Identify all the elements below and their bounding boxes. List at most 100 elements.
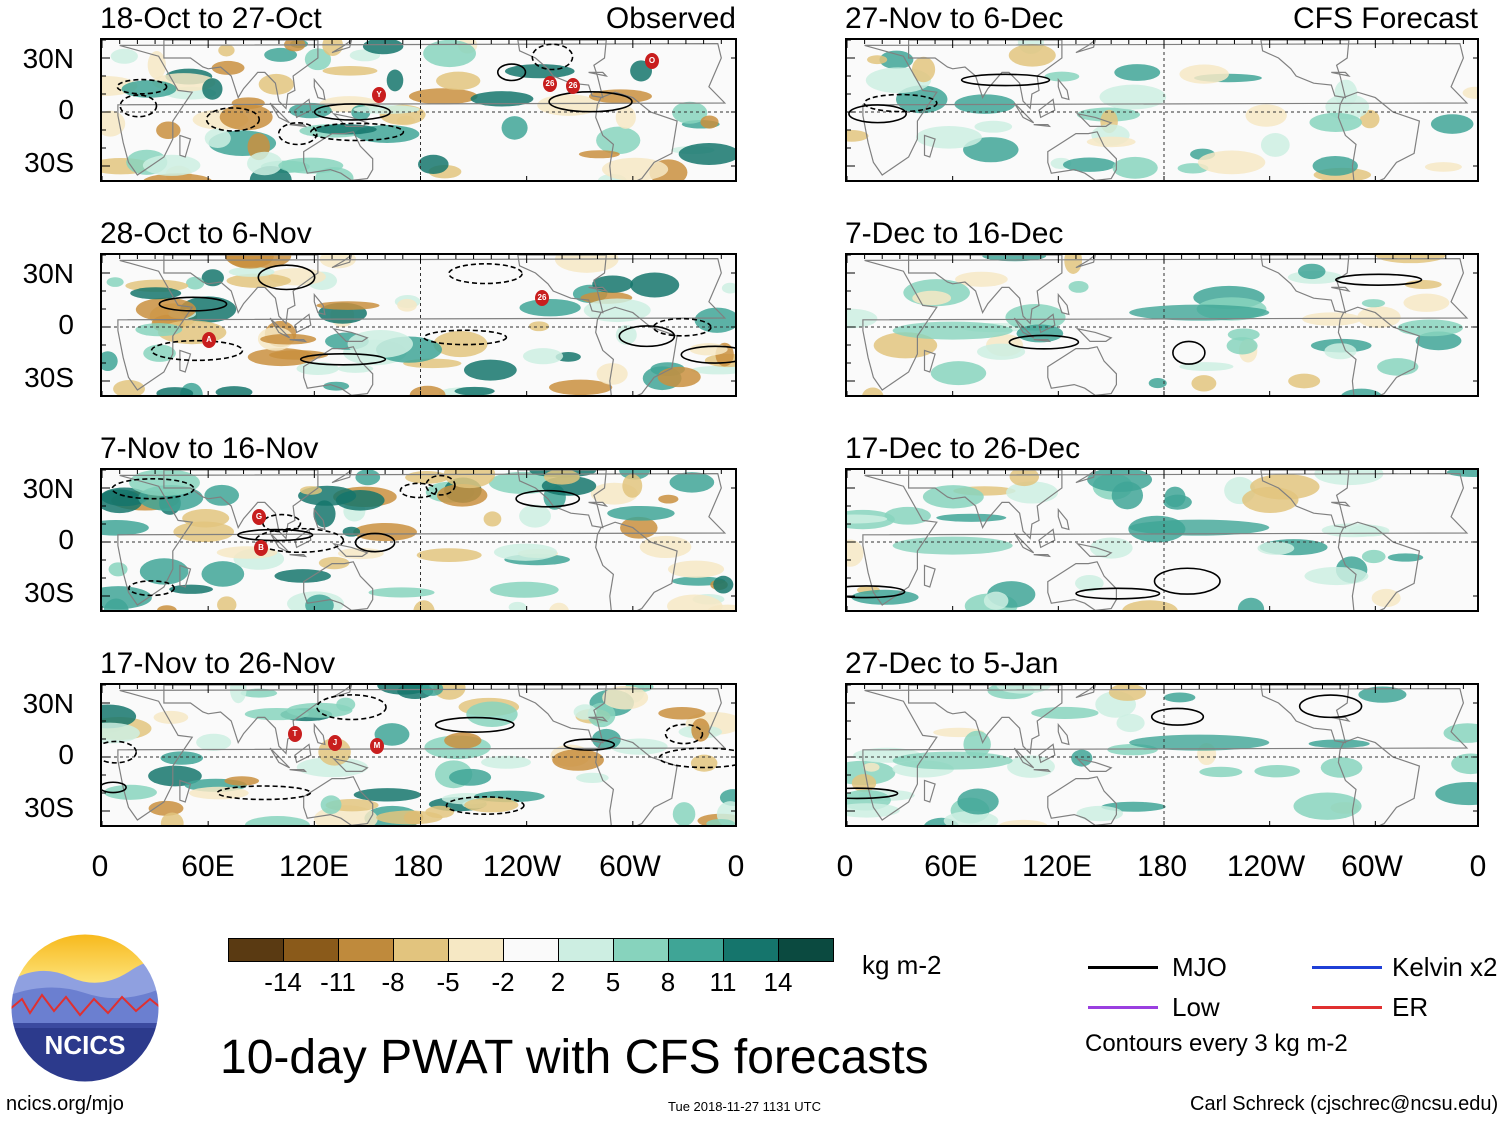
storm-marker: M [370,738,384,754]
coastline [289,338,308,343]
anomaly-patch [1424,162,1462,172]
coastline [1331,71,1351,77]
anomaly-patch [284,40,306,52]
coastline [179,349,192,373]
storm-marker: T [288,726,302,742]
anomaly-patch [103,784,157,800]
anomaly-patch [470,91,534,107]
coastline [313,507,326,531]
anomaly-patch [454,386,495,395]
coastline [117,472,727,606]
coastline [294,313,312,334]
anomaly-patch [135,297,197,322]
anomaly-patch [1086,136,1136,148]
panel-title-obs-2: 28-Oct to 6-Nov [100,217,312,250]
anomaly-patch [1242,486,1299,513]
anomaly-patch [466,701,518,727]
colorbar-tick-label: -8 [381,967,405,997]
anomaly-patch [549,602,569,610]
mjo-contour [531,43,574,71]
coastline [595,521,678,610]
coastline [1075,255,1096,269]
coastline [163,685,319,755]
storm-marker: A [202,332,216,348]
coastline [923,564,936,588]
map-panel-fc-2 [845,253,1479,397]
mjo-contour [205,107,261,132]
anomaly-patch [274,569,331,583]
logo-text: NCICS [45,1030,126,1060]
anomaly-patch [1360,109,1380,129]
coastline [907,685,1063,755]
lat-label-30n: 30N [22,688,74,719]
anomaly-patch [139,558,189,585]
anomaly-patch [228,266,275,277]
legend-line-er [1312,1006,1382,1009]
legend-label-low: Low [1172,992,1220,1022]
anomaly-patch [602,157,669,180]
coastline [907,255,1063,325]
contour-note: Contours every 3 kg m-2 [1085,1030,1348,1057]
anomaly-patch [963,730,991,758]
anomaly-patch [374,723,410,746]
figure-title: 10-day PWAT with CFS forecasts [220,1031,929,1084]
coastline [517,685,607,744]
anomaly-patch [102,722,140,744]
coastline [595,91,678,180]
footer-url[interactable]: ncics.org/mjo [6,1093,124,1115]
lat-label-30n: 30N [22,43,74,74]
coastline [1260,685,1350,744]
legend-label-kelvin: Kelvin x2 [1392,952,1498,982]
lon-label-120e: 120E [278,850,350,883]
anomaly-patch [1297,263,1326,280]
coastline [331,542,369,558]
legend-label-mjo: MJO [1172,952,1227,982]
anomaly-patch [977,343,1026,360]
anomaly-patch [1443,723,1477,743]
coastline [907,40,1063,110]
anomaly-patch [851,774,877,793]
map-panel-obs-1 [100,38,737,182]
anomaly-patch [182,509,230,528]
coastline [1013,532,1035,554]
panel-title-fc-2: 7-Dec to 16-Dec [845,217,1064,250]
coastline [117,687,727,821]
anomaly-patch [610,738,668,755]
anomaly-patch [1358,686,1407,703]
anomaly-patch [930,361,987,386]
anomaly-patch [943,810,999,825]
anomaly-patch [1116,713,1145,733]
panel-title-obs-4: 17-Nov to 26-Nov [100,647,336,680]
coastline [303,346,374,395]
anomaly-patch [983,591,1009,610]
anomaly-patch [873,332,938,359]
mjo-contour [1335,273,1423,286]
anomaly-patch [108,562,128,577]
anomaly-patch [689,343,728,356]
colorbar-swatch [228,938,284,962]
anomaly-patch [1288,373,1321,389]
map-background [847,40,1477,180]
anomaly-patch [160,751,204,765]
coastline [1337,521,1421,610]
colorbar-swatch [613,938,669,962]
anomaly-patch [489,581,559,598]
anomaly-patch [102,489,143,514]
coastline [163,470,319,540]
anomaly-patch [376,810,443,825]
coastline [1260,470,1350,529]
anomaly-patch [678,142,735,165]
storm-marker: 26 [535,290,549,306]
mjo-contour [863,93,938,113]
coastline [1337,91,1421,180]
anomaly-patch [1357,306,1401,328]
coastline [1047,346,1117,395]
coastline [1057,292,1070,316]
coastline [1047,131,1117,180]
colorbar-tick-label: -11 [320,967,356,997]
coastline [117,257,727,391]
coastline [588,501,609,507]
anomaly-patch [1199,766,1243,778]
anomaly-patch [304,48,332,71]
coastline [517,40,607,99]
